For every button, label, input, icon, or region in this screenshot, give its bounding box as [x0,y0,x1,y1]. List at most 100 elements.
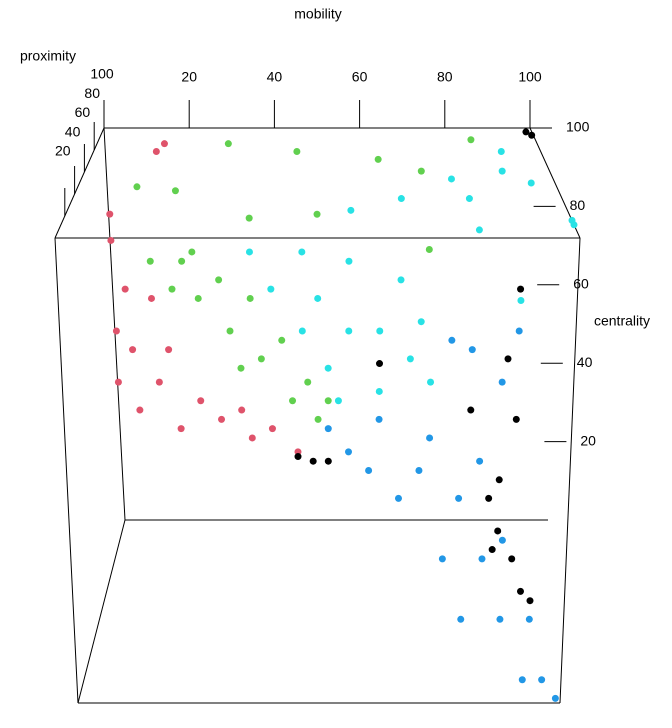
point [538,676,546,684]
point [417,318,425,326]
point [248,434,256,442]
point [485,494,493,502]
point [496,615,504,623]
point [177,425,185,433]
point [314,415,322,423]
point [495,476,503,484]
y-tick-label: 40 [65,123,81,139]
point [168,285,176,293]
point [497,148,505,156]
point [188,248,196,256]
point [347,206,355,214]
y-tick-label: 80 [84,85,100,101]
point [289,397,297,405]
point [475,226,483,234]
point [488,546,496,554]
point [525,615,533,623]
point [304,378,312,386]
point [426,434,434,442]
point [324,364,332,372]
y-tick-label: 20 [55,143,71,159]
point [129,346,137,354]
point [448,336,456,344]
y-tick-label: 60 [75,104,91,120]
point [136,406,144,414]
point [376,360,384,368]
point [467,136,475,144]
point [226,327,234,335]
point [498,167,506,175]
x-tick-label: 80 [437,69,453,85]
point [498,378,506,386]
point [467,406,475,414]
point [504,355,512,363]
point [394,494,402,502]
point [171,187,179,195]
box-edge [559,237,581,704]
point [114,378,122,386]
point [518,676,526,684]
point [508,555,516,563]
point [455,494,463,502]
point [406,355,414,363]
point [298,327,306,335]
point [237,364,245,372]
point [133,183,141,191]
point [238,406,246,414]
point [345,257,353,265]
point [417,167,425,175]
point [447,175,455,183]
point [106,210,114,218]
x-tick-label: 60 [352,69,368,85]
x-axis-label: mobility [294,6,341,22]
point [345,327,353,335]
point [478,555,486,563]
point [512,415,520,423]
point [218,415,226,423]
z-tick-label: 40 [577,354,593,370]
point [457,615,465,623]
point [517,285,525,293]
point [570,221,578,229]
point [194,294,202,302]
point [267,285,275,293]
x-tick-label: 20 [181,69,197,85]
point [527,179,535,187]
point [498,536,506,544]
point [324,425,332,433]
z-axis-label: centrality [594,313,650,329]
point [245,214,253,222]
point [313,210,321,218]
point [516,587,524,595]
point [468,346,476,354]
point [165,346,173,354]
x-tick-label: 100 [518,69,542,85]
box-edge [77,519,126,704]
point [324,457,332,465]
point [152,148,160,156]
point [298,248,306,256]
y-axis-label: proximity [20,48,76,64]
point [294,453,302,461]
point [376,327,384,335]
point [257,355,265,363]
point [438,555,446,563]
point [517,296,525,304]
y-tick-label: 100 [90,66,114,82]
point [345,448,353,456]
point [278,336,286,344]
point [375,387,383,395]
point [121,285,129,293]
point [528,131,536,139]
z-tick-label: 100 [566,119,590,135]
point [365,467,373,474]
point [146,257,154,265]
point [397,276,405,284]
x-tick-label: 40 [267,69,283,85]
point [526,597,534,605]
point [375,415,383,423]
z-tick-label: 60 [573,276,589,292]
point [197,397,205,405]
